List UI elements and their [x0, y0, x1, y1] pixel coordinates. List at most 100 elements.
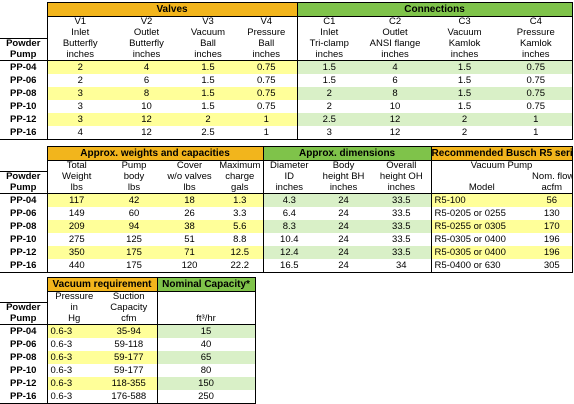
- table-row: PP-06 2 6 1.5 0.75 1.5 6 1.5 0.75: [0, 74, 573, 87]
- header-row: V1 V2 V3 V4 C1 C2 C3 C4: [0, 16, 573, 28]
- suction-cell: 35-94: [101, 324, 158, 338]
- data-cell: 2: [46, 60, 113, 74]
- nominal-cell: 65: [157, 351, 256, 364]
- connections-header: Connections: [297, 2, 573, 17]
- nominal-cell: 150: [157, 377, 256, 390]
- column-header: V1: [46, 16, 113, 28]
- column-header: Maximum: [217, 160, 264, 172]
- data-cell: 1.5: [457, 74, 472, 86]
- column-header: Pump: [121, 160, 147, 172]
- data-cell: 1: [236, 113, 298, 126]
- column-header: V2: [140, 16, 153, 28]
- data-cell: 1.5: [429, 87, 501, 100]
- data-cell: 3: [297, 126, 362, 140]
- corner-cell: [0, 28, 47, 39]
- corner-cell: [0, 161, 47, 172]
- table-row: PP-10 275 125 51 8.8 10.4 24 33.5 R5-0305 or 040…: [0, 233, 573, 246]
- pump-label: PP-12: [10, 113, 37, 125]
- pump-label: PP-12: [10, 377, 37, 389]
- column-header: inches: [361, 49, 430, 61]
- column-header: Body: [332, 160, 355, 172]
- busch-model: R5-0255 or 0305: [431, 220, 533, 233]
- valves-connections-table: Valves Connections V1 V2 V3 V4 C1 C2 C3 C4 Inlet…: [0, 2, 573, 140]
- column-header: in: [46, 302, 101, 314]
- data-cell: 0.75: [236, 100, 298, 113]
- data-cell: 24: [338, 233, 349, 245]
- column-header: Vacuum: [447, 27, 482, 38]
- pressure-cell: 0.6-3: [46, 351, 101, 364]
- data-cell: 8: [113, 87, 180, 100]
- busch-blank: [431, 172, 532, 183]
- table-row: PP-08 209 94 38 5.6 8.3 24 33.5 R5-0255 or 0305 1…: [0, 220, 573, 233]
- data-cell: 1.5: [429, 60, 501, 74]
- corner-cell: [0, 17, 47, 28]
- data-cell: 12: [361, 113, 430, 126]
- header-row: Pressure Suction: [0, 291, 256, 303]
- column-header: Diameter: [270, 160, 309, 172]
- table-row: PP-16 0.6-3 176-588 250: [0, 390, 256, 404]
- table-row: PP-04 117 42 18 1.3 4.3 24 33.5 R5-100 56: [0, 193, 573, 207]
- data-cell: 24: [315, 220, 373, 233]
- busch-flow: 305: [532, 259, 573, 273]
- column-header: Butterfly: [46, 38, 113, 50]
- pump-label: PP-04: [10, 325, 37, 337]
- pump-label: PP-08: [10, 220, 37, 232]
- nominal-capacity-header: Nominal Capacity*: [157, 277, 256, 292]
- pump-label: PP-10: [10, 233, 37, 245]
- data-cell: 26: [184, 207, 195, 219]
- data-cell: 1: [236, 126, 298, 140]
- data-cell: 6.4: [282, 207, 296, 219]
- column-header: Kamlok: [448, 38, 481, 49]
- suction-cell: 59-118: [101, 338, 158, 351]
- data-cell: 2.5: [180, 126, 236, 140]
- column-header: V3: [202, 16, 214, 28]
- column-header: inches: [315, 182, 373, 194]
- pressure-cell: 0.6-3: [46, 377, 101, 390]
- column-header: body: [123, 171, 145, 182]
- data-cell: 3: [46, 113, 113, 126]
- data-cell: 33.5: [372, 193, 432, 207]
- busch-flow: 196: [532, 246, 573, 259]
- nominal-cell: 15: [157, 324, 256, 338]
- data-cell: 1.5: [322, 74, 336, 86]
- data-cell: 125: [126, 233, 142, 245]
- column-header: Suction: [101, 291, 158, 303]
- data-cell: 117: [46, 193, 106, 207]
- column-header: Inlet: [46, 27, 113, 39]
- pump-label: PP-16: [0, 126, 47, 140]
- pump-label: PP-04: [10, 61, 37, 73]
- data-cell: 18: [162, 193, 217, 207]
- data-cell: 0.75: [500, 100, 573, 113]
- table-row: PP-08 0.6-3 59-177 65: [0, 351, 256, 364]
- vacuum-requirement-header: Vacuum requirement: [46, 277, 158, 292]
- nominal-cell: 250: [157, 390, 256, 404]
- pump-label: PP-06: [10, 338, 37, 350]
- column-header: charge: [217, 171, 264, 183]
- column-header: inches: [113, 49, 180, 61]
- busch-model: R5-0205 or 0255: [434, 207, 506, 219]
- column-header: Outlet: [133, 27, 160, 38]
- data-cell: 350: [46, 246, 106, 259]
- busch-vacuum-pump-label: Vacuum Pump: [431, 160, 573, 172]
- weights-dimensions-table: Approx. weights and capacities Approx. d…: [0, 146, 573, 273]
- column-header: ANSI flange: [369, 38, 421, 49]
- corner-cell: Pump: [0, 313, 47, 325]
- data-cell: 1.5: [180, 87, 236, 100]
- data-cell: 175: [106, 259, 162, 273]
- corner-cell: [0, 292, 47, 303]
- data-cell: 0.75: [500, 60, 573, 74]
- nominal-unit: ft³/hr: [157, 313, 256, 325]
- data-cell: 16.5: [263, 259, 316, 273]
- data-cell: 12: [361, 126, 430, 140]
- corner-cell: Powder: [0, 171, 47, 183]
- pressure-cell: 0.6-3: [46, 338, 101, 351]
- data-cell: 3: [46, 87, 113, 100]
- data-cell: 2: [326, 100, 332, 112]
- data-cell: 149: [46, 207, 106, 220]
- column-header: C4: [500, 16, 573, 28]
- pump-label: PP-06: [10, 74, 37, 86]
- data-cell: 0.75: [236, 60, 298, 74]
- data-cell: 5.6: [217, 220, 264, 233]
- header-row: Powder Weight body w/o valves charge ID height…: [0, 171, 573, 183]
- table-row: PP-16 4 12 2.5 1 3 12 2 1: [0, 126, 573, 140]
